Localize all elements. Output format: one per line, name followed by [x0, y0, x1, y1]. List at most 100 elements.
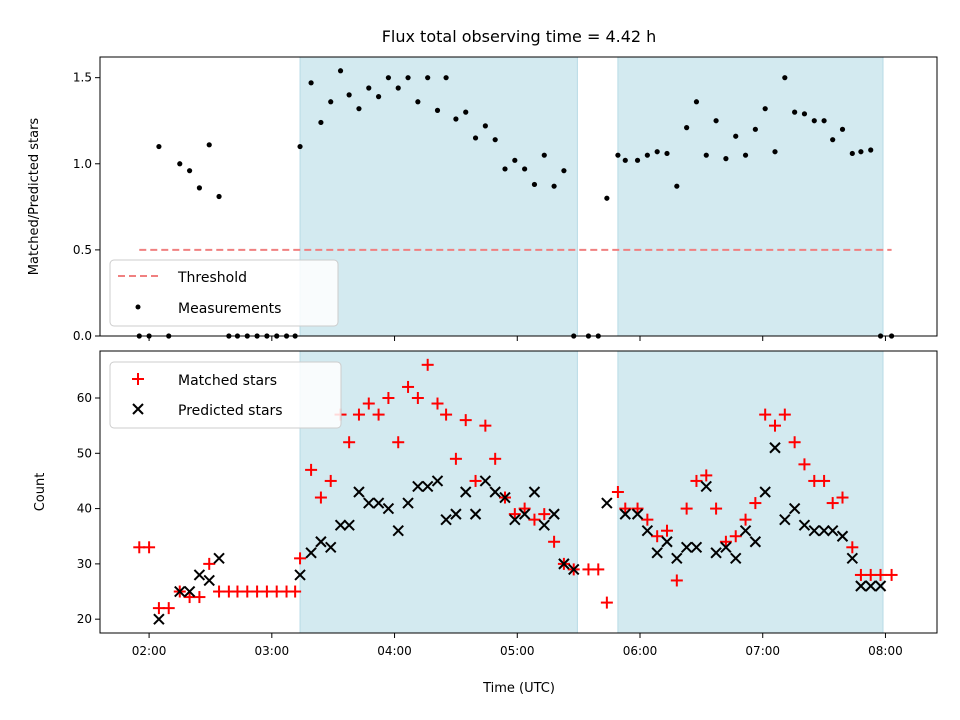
measurement-point — [634, 157, 641, 163]
predicted-star-point — [769, 442, 781, 454]
bottom-panel: 20 30 40 50 60 02:00 03:00 04:00 05:00 06:00 07:0… — [33, 350, 938, 696]
measurement-point — [502, 166, 508, 172]
measurement-point — [156, 143, 162, 150]
y-tick-label: 40 — [77, 502, 92, 516]
predicted-star-point — [568, 563, 580, 576]
matched-star-point — [469, 474, 482, 487]
matched-star-point — [431, 397, 444, 410]
matched-star-point — [324, 474, 337, 487]
matched-star-point — [818, 474, 831, 487]
measurement-point — [684, 125, 690, 131]
measurement-point — [723, 156, 729, 162]
predicted-star-point — [174, 585, 186, 598]
matched-star-point — [362, 397, 375, 410]
measurement-point — [615, 152, 621, 158]
measurement-point — [830, 137, 836, 143]
matched-star-point — [749, 497, 762, 510]
measurement-point — [356, 106, 362, 112]
predicted-star-point — [548, 508, 560, 520]
matched-star-point — [739, 513, 752, 526]
matched-star-point — [690, 474, 703, 487]
top-panel: 0.0 0.5 1.0 1.5 Matched/Predicted stars Thr… — [27, 56, 938, 343]
predicted-star-point — [836, 530, 849, 542]
measurement-point — [868, 147, 874, 153]
measurement-point — [801, 111, 808, 117]
y-tick-label: 0.5 — [73, 243, 92, 257]
predicted-star-point — [372, 497, 385, 509]
predicted-star-point — [619, 508, 631, 520]
predicted-star-point — [382, 502, 395, 515]
measurement-point — [206, 142, 212, 148]
matched-star-point — [289, 585, 302, 598]
matched-star-point — [788, 436, 801, 449]
matched-star-point — [826, 497, 839, 510]
predicted-star-point — [440, 513, 452, 526]
matched-star-point — [421, 358, 434, 371]
measurement-point — [346, 92, 352, 98]
observing-interval — [299, 56, 578, 337]
predicted-star-point — [460, 486, 472, 498]
measurement-point — [821, 118, 827, 124]
matched-star-point — [759, 408, 772, 421]
predicted-star-point — [690, 541, 703, 554]
predicted-star-point — [874, 580, 887, 592]
predicted-star-point — [353, 486, 365, 498]
matched-star-point — [162, 602, 175, 615]
predicted-star-point — [479, 475, 492, 487]
measurement-point — [561, 168, 567, 174]
matched-star-point — [719, 535, 732, 548]
bottom-x-ticks: 02:00 03:00 04:00 05:00 06:00 07:00 08:00 — [132, 633, 903, 658]
measurement-point — [405, 75, 411, 81]
top-legend: Threshold Measurements — [109, 259, 339, 327]
measurement-point — [811, 118, 817, 124]
matched-star-point — [538, 508, 551, 521]
x-tick-label: 08:00 — [868, 644, 903, 658]
measurement-point — [512, 157, 518, 163]
predicted-star-point — [489, 486, 501, 498]
predicted-star-point — [469, 508, 482, 520]
matched-star-point — [641, 513, 654, 526]
measurement-point — [733, 133, 739, 139]
measurement-point — [216, 193, 222, 200]
matched-star-point — [651, 530, 664, 543]
matched-star-point — [600, 596, 613, 609]
legend-measurements-label: Measurements — [178, 301, 281, 317]
measurement-point — [177, 161, 183, 167]
bottom-shaded-intervals — [299, 350, 884, 634]
matched-star-point — [528, 513, 541, 526]
measurement-point — [186, 168, 193, 174]
matched-star-point — [343, 436, 356, 449]
measurement-point — [385, 75, 392, 81]
matched-star-point — [203, 557, 216, 570]
predicted-star-point — [294, 569, 306, 581]
y-tick-label: 20 — [77, 612, 92, 626]
matched-star-point — [778, 408, 791, 421]
matched-star-point — [372, 408, 385, 421]
predicted-star-point — [661, 536, 673, 548]
measurement-point — [604, 195, 610, 201]
predicted-star-point — [193, 569, 206, 581]
predicted-star-point — [412, 480, 424, 493]
legend-measurements-swatch — [135, 304, 141, 310]
bottom-axes-frame — [99, 350, 938, 634]
observing-interval — [617, 56, 884, 337]
predicted-star-point — [343, 519, 355, 531]
predicted-star-point — [641, 524, 654, 537]
measurement-point — [415, 99, 421, 105]
predicted-star-point — [213, 552, 225, 565]
measurement-point — [472, 135, 479, 141]
measurement-point — [492, 137, 498, 143]
matched-star-point — [352, 408, 365, 421]
measurement-point — [752, 126, 758, 132]
matched-star-point — [294, 552, 307, 565]
measurement-point — [622, 157, 628, 163]
matched-star-point — [592, 563, 605, 576]
legend-threshold-label: Threshold — [177, 270, 247, 286]
matched-star-point — [382, 392, 395, 404]
measurement-point — [463, 109, 469, 115]
measurement-point — [772, 149, 778, 155]
predicted-star-point — [779, 513, 791, 526]
predicted-star-point — [749, 536, 762, 548]
measurement-point — [522, 166, 528, 172]
